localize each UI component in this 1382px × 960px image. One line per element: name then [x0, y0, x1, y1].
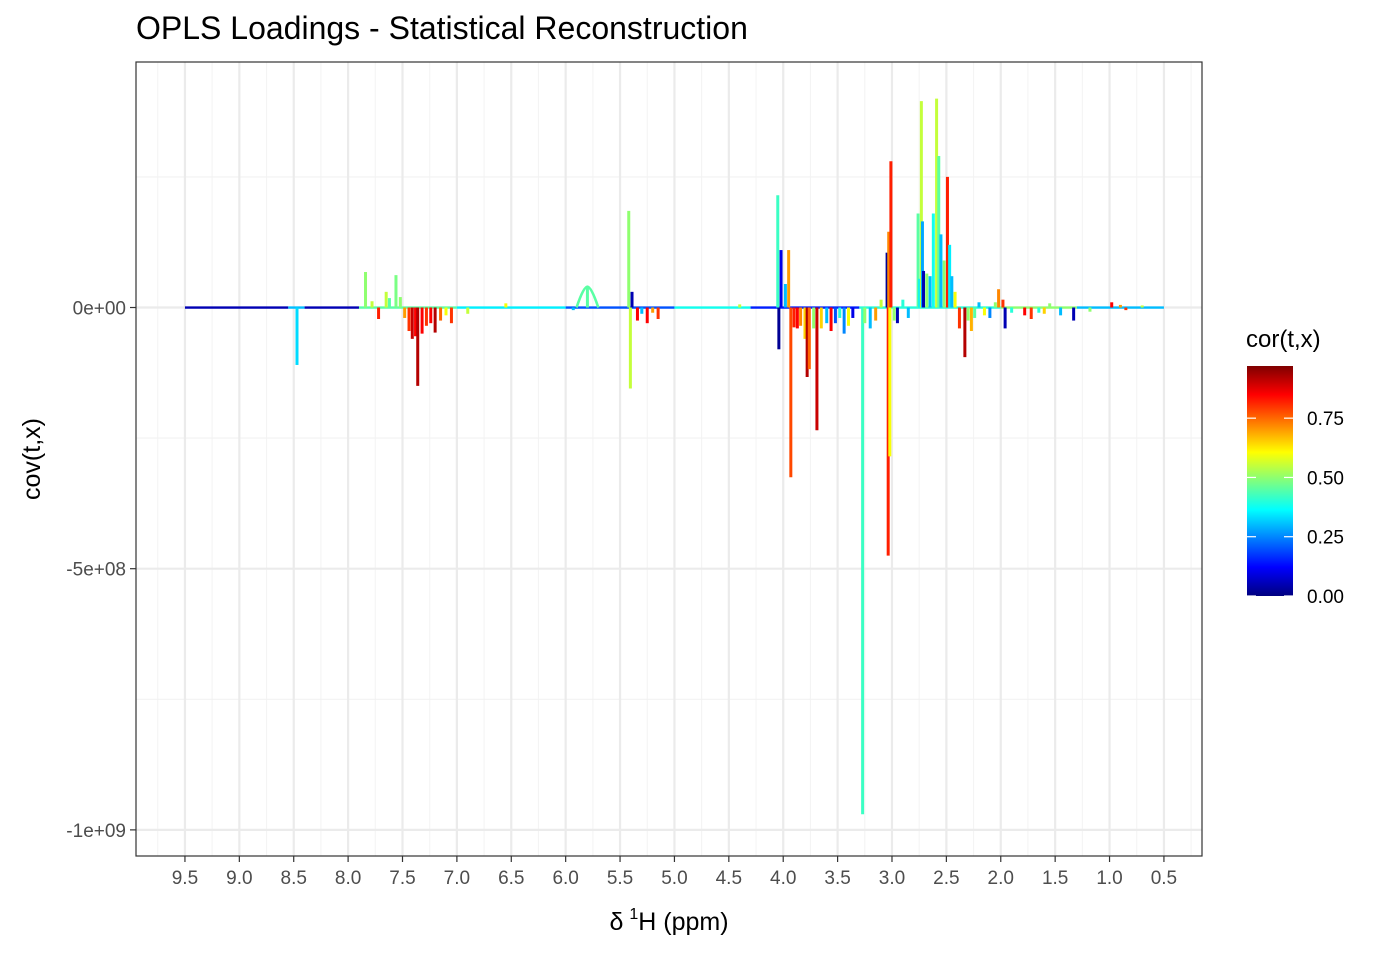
x-tick-label: 9.0: [226, 868, 252, 889]
x-tick-label: 1.0: [1096, 868, 1122, 889]
y-tick-label: 0e+00: [73, 299, 126, 320]
legend-tick-label: 0.50: [1307, 468, 1344, 489]
x-axis-title-prefix: δ: [609, 908, 623, 936]
legend-tick-label: 0.25: [1307, 528, 1344, 549]
x-tick-label: 3.5: [824, 868, 850, 889]
plot-panel-background: [136, 62, 1202, 856]
legend-tick-label: 0.75: [1307, 409, 1344, 430]
x-tick-label: 5.0: [661, 868, 687, 889]
x-axis: 9.5 9.0 8.5 8.0 7.5 7.0 6.5 6.0 5.5 5.0 4.5 4.0 3.5 3…: [172, 856, 1177, 889]
x-axis-title-superscript: 1: [629, 906, 638, 923]
x-tick-label: 2.0: [988, 868, 1014, 889]
x-axis-title: δ 1H (ppm): [609, 906, 728, 936]
x-tick-label: 7.0: [444, 868, 470, 889]
y-tick-label: -5e+08: [66, 560, 126, 581]
x-tick-label: 7.5: [389, 868, 415, 889]
minor-grid: [136, 62, 1202, 856]
legend-tick-label: 0.00: [1307, 587, 1344, 608]
color-legend: cor(t,x) 0.00 0.25 0.50 0.75: [1246, 326, 1344, 608]
plot-panel-border: [135, 61, 1203, 857]
x-tick-label: 2.5: [933, 868, 959, 889]
x-tick-label: 1.5: [1042, 868, 1068, 889]
y-axis: 0e+00 -5e+08 -1e+09: [66, 299, 136, 842]
y-axis-title: cov(t,x): [18, 418, 46, 500]
x-axis-title-suffix: H (ppm): [638, 908, 728, 936]
x-tick-label: 4.5: [716, 868, 742, 889]
x-tick-label: 6.0: [552, 868, 578, 889]
legend-title: cor(t,x): [1246, 326, 1321, 353]
broad-peak: [575, 285, 600, 308]
chart-title: OPLS Loadings - Statistical Reconstructi…: [136, 10, 748, 46]
x-tick-label: 5.5: [607, 868, 633, 889]
x-tick-label: 9.5: [172, 868, 198, 889]
x-tick-label: 0.5: [1151, 868, 1177, 889]
x-tick-label: 3.0: [879, 868, 905, 889]
y-tick-label: -1e+09: [66, 821, 126, 842]
x-tick-label: 6.5: [498, 868, 524, 889]
loadings-series: [184, 98, 1164, 815]
legend-ticks: 0.00 0.25 0.50 0.75: [1247, 409, 1344, 608]
major-grid: [136, 62, 1202, 856]
x-tick-label: 8.5: [281, 868, 307, 889]
x-tick-label: 8.0: [335, 868, 361, 889]
x-tick-label: 4.0: [770, 868, 796, 889]
legend-colorbar: [1247, 366, 1293, 596]
